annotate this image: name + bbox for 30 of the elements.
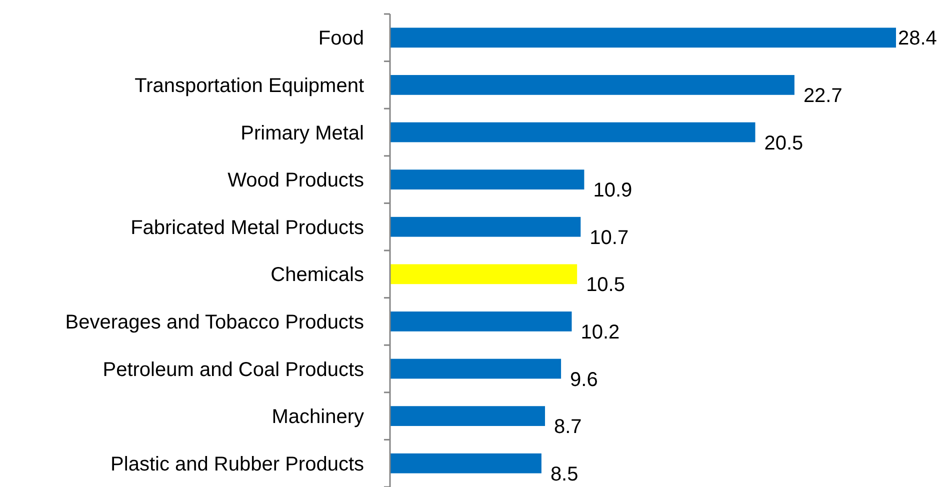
- y-tick-label: Wood Products: [228, 170, 364, 192]
- bar: [390, 28, 896, 48]
- bar: [390, 170, 584, 190]
- data-label: 28.4: [898, 28, 937, 50]
- y-tick-label: Food: [318, 28, 364, 50]
- y-tick-label: Plastic and Rubber Products: [110, 453, 364, 476]
- y-tick-label: Primary Metal: [240, 122, 364, 144]
- bar: [390, 264, 578, 284]
- data-label: 8.7: [554, 416, 582, 438]
- bar: [390, 358, 562, 379]
- data-label: 22.7: [803, 84, 842, 107]
- data-label: 8.5: [550, 463, 578, 486]
- data-label: 10.5: [586, 274, 626, 296]
- y-tick-label: Petroleum and Coal Products: [102, 358, 364, 381]
- y-tick-label: Machinery: [272, 406, 364, 428]
- data-label: 9.6: [570, 368, 598, 391]
- bar: [390, 453, 542, 474]
- data-label: 10.9: [593, 180, 632, 202]
- data-label: 10.7: [590, 226, 629, 249]
- bar: [390, 216, 581, 237]
- bar: [390, 406, 546, 426]
- data-label: 20.5: [764, 132, 804, 154]
- bar: [390, 122, 756, 142]
- bar: [390, 312, 572, 332]
- y-tick-label: Chemicals: [270, 264, 364, 286]
- y-tick-label: Fabricated Metal Products: [130, 216, 364, 239]
- y-tick-label: Beverages and Tobacco Products: [65, 311, 364, 334]
- data-label: 10.2: [580, 321, 620, 344]
- bar: [390, 75, 794, 95]
- y-tick-label: Transportation Equipment: [134, 74, 364, 97]
